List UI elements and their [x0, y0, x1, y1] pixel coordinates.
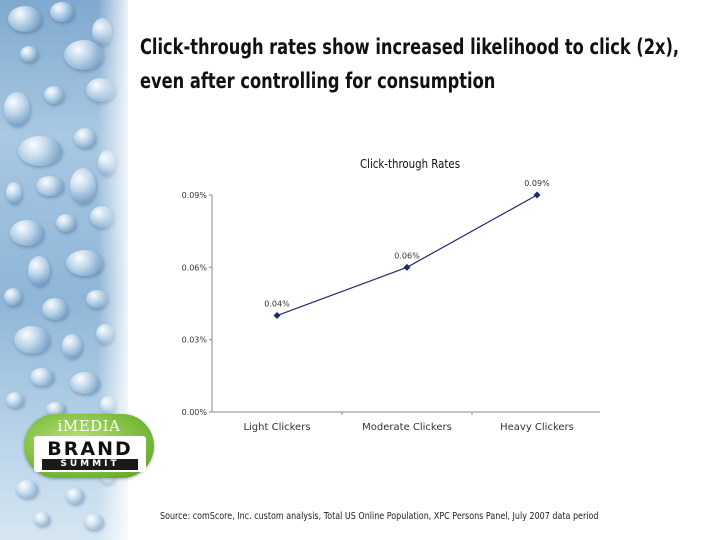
- logo-band: BRAND SUMMIT: [34, 436, 146, 472]
- y-tick-label: 0.06%: [182, 263, 208, 272]
- water-drop: [42, 298, 68, 320]
- water-drops-background: [0, 0, 128, 540]
- water-drop: [20, 46, 38, 62]
- water-drop: [4, 92, 30, 126]
- slide-title: Click-through rates show increased likel…: [140, 30, 680, 98]
- water-drop: [34, 512, 50, 526]
- water-drop: [16, 480, 38, 498]
- data-label: 0.06%: [394, 251, 420, 260]
- water-drop: [70, 168, 96, 204]
- water-drop: [96, 324, 114, 344]
- data-point-marker: [403, 263, 411, 271]
- water-drop: [66, 488, 84, 504]
- water-drop: [46, 402, 66, 416]
- water-drop: [30, 368, 54, 386]
- water-drop: [4, 288, 22, 306]
- x-tick-label: Moderate Clickers: [362, 422, 452, 433]
- slide-title-line-2: even after controlling for consumption: [140, 69, 496, 93]
- data-point-marker: [273, 312, 281, 320]
- water-drop: [74, 128, 96, 148]
- chart-title: Click-through Rates: [359, 157, 461, 171]
- line-chart: 0.00% 0.03% 0.06% 0.09% Light Clickers Modera…: [182, 180, 600, 433]
- water-drop: [10, 220, 44, 246]
- y-tick-label: 0.03%: [182, 336, 208, 345]
- water-drop: [100, 396, 116, 414]
- data-point-marker: [533, 191, 541, 199]
- water-drop: [62, 334, 82, 358]
- water-drop: [18, 136, 62, 166]
- water-drop: [90, 206, 114, 228]
- water-drop: [64, 40, 104, 70]
- water-drop: [98, 150, 116, 176]
- data-label: 0.04%: [264, 300, 290, 309]
- logo-summit-text: SUMMIT: [42, 459, 138, 470]
- water-drop: [84, 514, 104, 530]
- water-drop: [86, 290, 108, 308]
- data-label: 0.09%: [524, 180, 550, 188]
- water-drop: [14, 326, 50, 354]
- water-drop: [86, 78, 116, 102]
- water-drop: [50, 2, 74, 22]
- water-drop: [70, 372, 100, 394]
- source-note: Source: comScore, Inc. custom analysis, …: [160, 511, 599, 522]
- logo-brand-text: BRAND: [47, 438, 133, 460]
- water-drop: [56, 214, 76, 232]
- logo-imedia-text: iMEDIA: [57, 417, 121, 435]
- y-tick-label: 0.09%: [182, 191, 208, 200]
- water-drop: [28, 256, 50, 286]
- water-drop: [66, 250, 104, 276]
- x-tick-label: Heavy Clickers: [500, 422, 574, 433]
- water-drop: [8, 6, 42, 32]
- imedia-brand-summit-logo: iMEDIA BRAND SUMMIT: [24, 414, 154, 478]
- water-drop: [44, 86, 64, 104]
- water-drop: [6, 392, 24, 408]
- slide-title-line-1: Click-through rates show increased likel…: [140, 35, 680, 59]
- water-drop: [36, 176, 64, 196]
- y-tick-label: 0.00%: [182, 408, 208, 417]
- x-tick-label: Light Clickers: [243, 422, 310, 433]
- water-drop: [6, 182, 22, 204]
